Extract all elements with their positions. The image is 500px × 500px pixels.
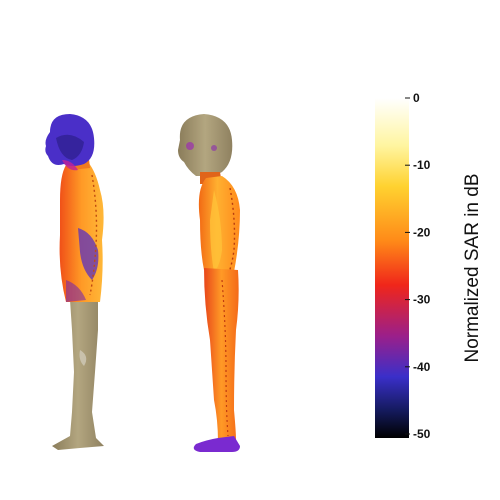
right-figure-legs [204, 268, 239, 442]
left-figure-spine [89, 174, 98, 296]
colorbar-tick-label: -30 [413, 293, 431, 307]
right-figure-spine [227, 187, 236, 276]
right-figure-head [178, 114, 233, 176]
right-figure-leg-line [221, 279, 229, 437]
right-figure-arm [210, 190, 222, 272]
right-figure-foot [193, 436, 240, 452]
colorbar-tick-label: -40 [413, 360, 431, 374]
left-figure-jaw [62, 160, 78, 171]
left-figure-knee [79, 350, 87, 366]
left-figure-cool-patch [78, 228, 99, 280]
colorbar-tick-label: -20 [413, 225, 431, 239]
colorbar-tick-label: 0 [413, 91, 420, 105]
left-figure-legs [52, 300, 104, 450]
left-figure-cool-patch-lower [66, 280, 86, 302]
right-figure-ear-spot [211, 145, 217, 151]
colorbar-tick-label: -50 [413, 427, 431, 441]
left-figure-head-shade [56, 134, 84, 160]
figure-child-left [45, 114, 104, 450]
colorbar-ticks: 0 -10 -20 -30 -40 -50 [405, 91, 431, 441]
colorbar-scale [375, 98, 409, 438]
right-figure-eye-spot [186, 142, 194, 150]
colorbar-tick-label: -10 [413, 158, 431, 172]
colorbar-title: Normalized SAR in dB [462, 173, 483, 362]
figure-child-right [178, 114, 240, 452]
colorbar: 0 -10 -20 -30 -40 -50 Normalized SAR in dB [375, 91, 483, 441]
